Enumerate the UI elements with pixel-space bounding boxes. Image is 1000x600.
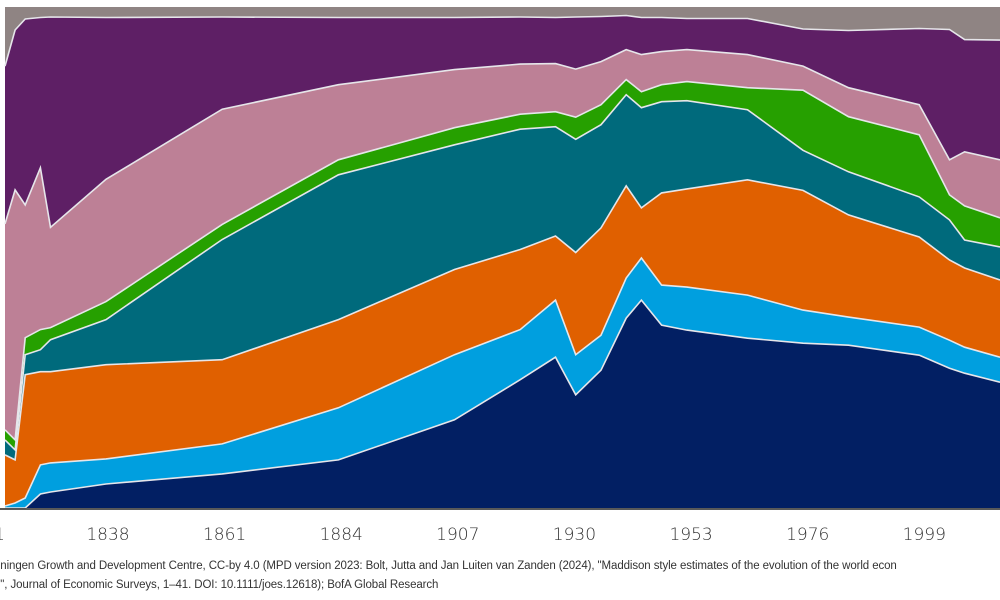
x-tick-label: 1884 xyxy=(320,525,363,545)
x-tick-label: 1838 xyxy=(86,525,129,545)
x-tick-label: 1976 xyxy=(786,525,829,545)
area-series-6 xyxy=(5,49,1000,440)
area-series-3 xyxy=(5,179,1000,507)
boundary-series-5 xyxy=(4,78,1000,442)
source-note-line-1: oningen Growth and Development Centre, C… xyxy=(0,560,897,572)
area-series-1 xyxy=(5,300,1000,508)
boundary-series-2 xyxy=(4,256,1000,507)
x-tick-label: 1 xyxy=(0,525,5,545)
boundary-series-6 xyxy=(4,48,1000,229)
x-tick-label: 1907 xyxy=(436,525,479,545)
boundary-series-1 xyxy=(5,298,1000,509)
x-axis-ticks: 1 1838 1861 1884 1907 1930 1953 1976 1999 xyxy=(0,525,946,545)
area-series-2 xyxy=(5,258,1000,508)
x-tick-label: 1953 xyxy=(669,525,712,545)
area-series-8 xyxy=(5,7,1000,67)
boundary-series-7 xyxy=(4,14,1000,67)
source-note-line-2: e", Journal of Economic Surveys, 1–41. D… xyxy=(0,579,439,591)
area-series-4 xyxy=(5,94,1000,460)
x-tick-label: 1999 xyxy=(903,525,946,545)
x-tick-label: 1861 xyxy=(203,525,246,545)
boundary-series-4 xyxy=(4,93,1000,452)
boundary-series-3 xyxy=(4,178,1000,462)
x-tick-label: 1930 xyxy=(553,525,596,545)
area-series-7 xyxy=(5,15,1000,228)
area-layers xyxy=(4,7,1000,509)
